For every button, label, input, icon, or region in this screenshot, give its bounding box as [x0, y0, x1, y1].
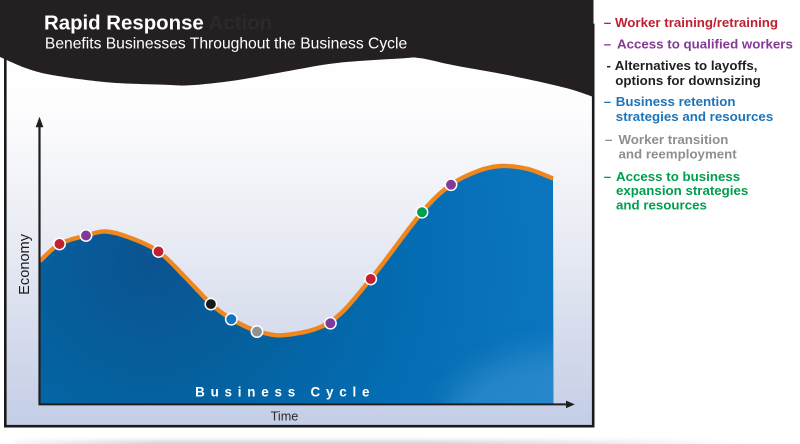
svg-text:expansion strategies: expansion strategies — [616, 183, 748, 198]
svg-text:Business Cycle: Business Cycle — [195, 385, 375, 400]
svg-text:Time: Time — [271, 410, 299, 424]
svg-text:Benefits Businesses Throughout: Benefits Businesses Throughout the Busin… — [45, 36, 407, 53]
svg-text:Access to business: Access to business — [616, 169, 740, 184]
svg-text:Access to qualified workers: Access to qualified workers — [617, 37, 793, 52]
svg-text:and resources: and resources — [616, 198, 707, 213]
svg-text:Alternatives to layoffs,: Alternatives to layoffs, — [615, 58, 758, 73]
svg-text:Economy: Economy — [17, 233, 33, 295]
svg-text:–: – — [605, 132, 612, 147]
svg-text:Rapid Response Action: Rapid Response Action — [44, 12, 272, 34]
svg-text:–: – — [604, 37, 611, 52]
svg-text:and reemployment: and reemployment — [619, 146, 738, 161]
svg-text:strategies and resources: strategies and resources — [616, 109, 773, 124]
svg-text:Worker training/retraining: Worker training/retraining — [615, 15, 778, 30]
svg-text:–: – — [604, 94, 611, 109]
svg-text:options for downsizing: options for downsizing — [615, 73, 761, 88]
svg-text:–: – — [604, 169, 611, 184]
svg-text:Business retention: Business retention — [616, 94, 736, 109]
svg-text:-: - — [607, 58, 611, 73]
svg-text:Worker transition: Worker transition — [619, 132, 729, 147]
svg-text:–: – — [604, 15, 611, 30]
